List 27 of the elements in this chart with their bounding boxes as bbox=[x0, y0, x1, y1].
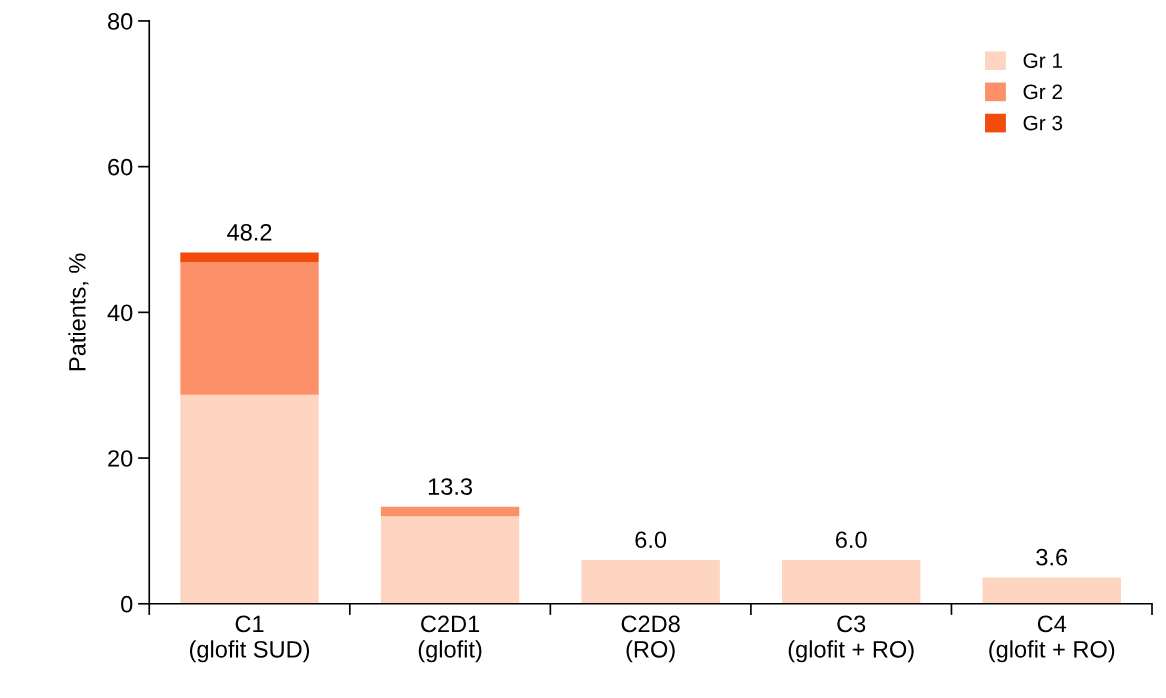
bar bbox=[380, 506, 520, 517]
total-label: 6.0 bbox=[835, 531, 867, 549]
y-tick-label: 0 bbox=[121, 595, 133, 613]
total-label: 13.3 bbox=[428, 478, 473, 495]
y-tick-label: 80 bbox=[108, 13, 133, 30]
bar bbox=[180, 394, 319, 604]
x-tick-label: C3 (glofit + RO) bbox=[788, 615, 914, 663]
y-tick-label: 60 bbox=[108, 158, 133, 176]
total-label: 3.6 bbox=[1036, 548, 1068, 566]
x-tick-label: C2D1 (glofit) bbox=[418, 615, 482, 663]
bar bbox=[781, 560, 921, 604]
total-label: 6.0 bbox=[635, 531, 667, 549]
legend-label: Gr 1 bbox=[1023, 53, 1063, 69]
legend-label: Gr 2 bbox=[1023, 84, 1063, 100]
y-tick-label: 20 bbox=[108, 450, 133, 467]
bar bbox=[380, 516, 520, 604]
total-label: 48.2 bbox=[227, 223, 272, 241]
legend-label: Gr 3 bbox=[1023, 115, 1063, 131]
y-axis-title: Patients, % bbox=[68, 253, 89, 371]
x-tick-label: C2D8 (RO) bbox=[621, 615, 680, 663]
x-tick-label: C1 (glofit SUD) bbox=[189, 615, 310, 663]
bar bbox=[180, 252, 319, 263]
bar bbox=[982, 577, 1121, 604]
x-tick-label: C4 (glofit + RO) bbox=[989, 615, 1115, 663]
bar bbox=[581, 560, 720, 604]
y-tick-label: 40 bbox=[107, 304, 133, 322]
bar bbox=[180, 262, 319, 395]
